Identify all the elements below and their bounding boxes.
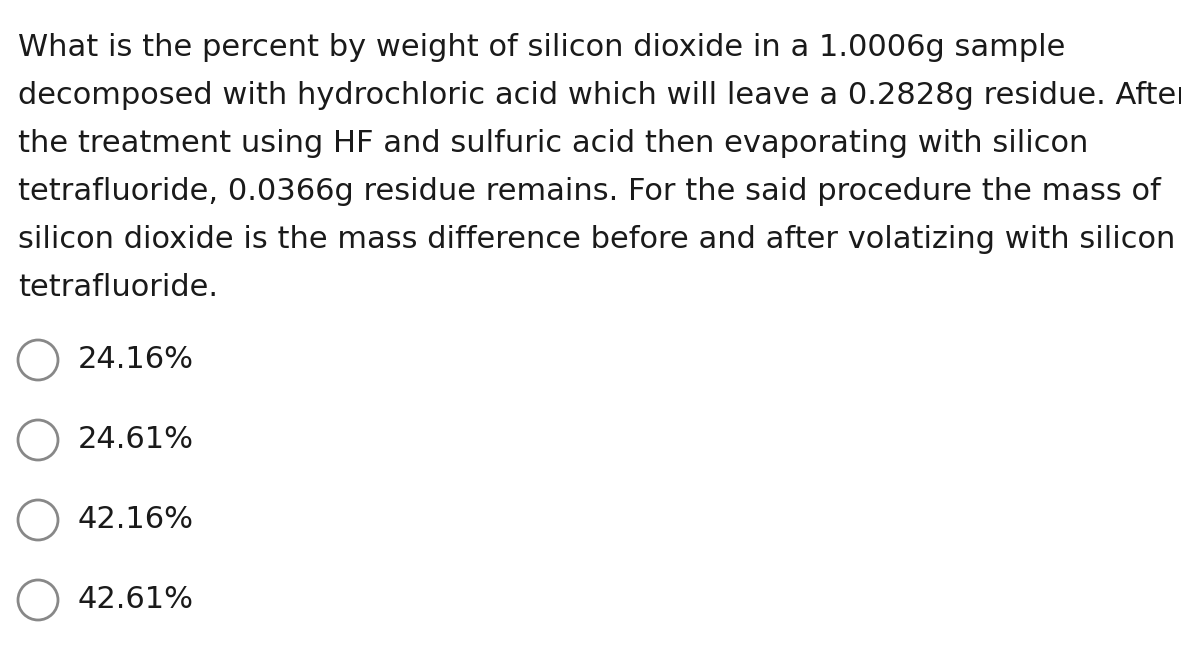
Text: decomposed with hydrochloric acid which will leave a 0.2828g residue. After: decomposed with hydrochloric acid which … xyxy=(18,81,1181,110)
Text: 42.16%: 42.16% xyxy=(78,506,194,535)
Text: tetrafluoride.: tetrafluoride. xyxy=(18,273,218,302)
Text: tetrafluoride, 0.0366g residue remains. For the said procedure the mass of: tetrafluoride, 0.0366g residue remains. … xyxy=(18,178,1161,207)
Text: silicon dioxide is the mass difference before and after volatizing with silicon: silicon dioxide is the mass difference b… xyxy=(18,226,1175,255)
Text: What is the percent by weight of silicon dioxide in a 1.0006g sample: What is the percent by weight of silicon… xyxy=(18,34,1065,63)
Text: 24.16%: 24.16% xyxy=(78,345,194,374)
Text: 24.61%: 24.61% xyxy=(78,426,194,455)
Text: the treatment using HF and sulfuric acid then evaporating with silicon: the treatment using HF and sulfuric acid… xyxy=(18,129,1089,158)
Text: 42.61%: 42.61% xyxy=(78,585,194,614)
